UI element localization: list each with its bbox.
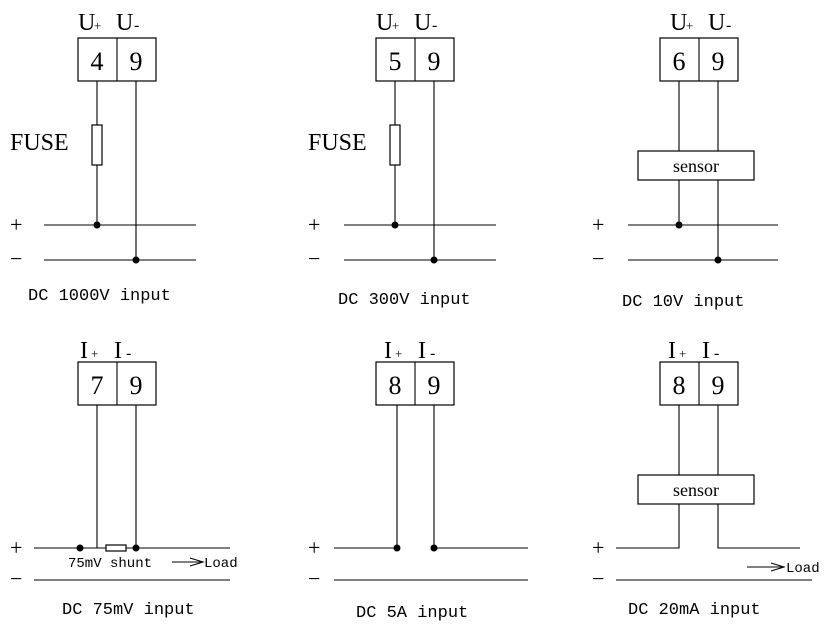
rail-minus-label: − bbox=[308, 246, 320, 271]
terminal-label-u-plus: U bbox=[376, 10, 393, 36]
caption: DC 1000V input bbox=[28, 287, 171, 306]
terminal-right: 9 bbox=[130, 371, 143, 400]
rail-plus-label: + bbox=[10, 535, 22, 560]
terminal-label-u-plus: U bbox=[78, 10, 95, 36]
load-label: Load bbox=[786, 561, 820, 577]
terminal-sign-minus: - bbox=[134, 17, 139, 34]
caption: DC 10V input bbox=[622, 293, 744, 312]
junction-dot bbox=[93, 221, 101, 229]
junction-dot bbox=[76, 544, 84, 552]
terminal-left: 8 bbox=[673, 371, 686, 400]
terminal-left: 4 bbox=[91, 47, 104, 76]
fuse-symbol bbox=[389, 124, 401, 166]
terminal-label-i-minus: I bbox=[418, 338, 426, 364]
rail-plus-label: + bbox=[308, 535, 320, 560]
junction-dot bbox=[430, 256, 438, 264]
panel-dc-5a: I + I - 8 9 + − DC 5A input bbox=[308, 338, 528, 623]
terminal-left: 5 bbox=[389, 47, 402, 76]
terminal-label-u-minus: U bbox=[414, 10, 431, 36]
terminal-left: 7 bbox=[91, 371, 104, 400]
terminal-left: 6 bbox=[673, 47, 686, 76]
terminal-label-i-plus: I bbox=[80, 338, 88, 364]
fuse-label: FUSE bbox=[308, 130, 367, 156]
terminal-label-i-plus: I bbox=[384, 338, 392, 364]
rail-plus-label: + bbox=[592, 212, 604, 237]
fuse-label: FUSE bbox=[10, 130, 69, 156]
panel-dc-75mv: I + I - 7 9 + 75mV shunt Load − DC 75mV … bbox=[10, 338, 238, 620]
sensor-label: sensor bbox=[673, 156, 719, 176]
shunt-label: 75mV shunt bbox=[68, 556, 152, 572]
terminal-sign-plus: + bbox=[679, 346, 686, 361]
fuse-symbol bbox=[91, 124, 103, 166]
terminal-sign-plus: + bbox=[686, 18, 693, 33]
load-arrow-head bbox=[189, 557, 205, 567]
shunt-symbol bbox=[105, 544, 127, 552]
junction-dot bbox=[430, 544, 438, 552]
caption: DC 75mV input bbox=[62, 601, 195, 620]
junction-dot bbox=[391, 221, 399, 229]
rail-minus-label: − bbox=[592, 566, 604, 591]
panel-dc-1000v: U + U - 4 9 FUSE + − DC 1000V input bbox=[10, 10, 196, 306]
terminal-sign-minus: - bbox=[430, 345, 435, 362]
caption: DC 5A input bbox=[356, 604, 468, 623]
terminal-sign-plus: + bbox=[94, 18, 101, 33]
rail-minus-label: − bbox=[10, 246, 22, 271]
terminal-label-u-plus: U bbox=[670, 10, 687, 36]
rail-plus-label: + bbox=[592, 535, 604, 560]
junction-dot bbox=[393, 544, 401, 552]
rail-minus-label: − bbox=[10, 566, 22, 591]
sensor-label: sensor bbox=[673, 480, 719, 500]
wire-negative-rail bbox=[717, 504, 800, 549]
rail-plus-label: + bbox=[308, 212, 320, 237]
panel-dc-20ma: I + I - 8 9 sensor + Load − DC 20mA inpu… bbox=[592, 338, 820, 620]
load-arrow-head bbox=[770, 562, 786, 572]
wire-positive-rail bbox=[616, 504, 680, 549]
junction-dot bbox=[132, 544, 140, 552]
junction-dot bbox=[714, 256, 722, 264]
terminal-sign-plus: + bbox=[395, 346, 402, 361]
sensor-box bbox=[637, 474, 755, 505]
rail-minus-label: − bbox=[592, 246, 604, 271]
caption: DC 20mA input bbox=[628, 601, 761, 620]
terminal-label-u-minus: U bbox=[116, 10, 133, 36]
rail-minus-label: − bbox=[308, 566, 320, 591]
sensor-box bbox=[637, 150, 755, 181]
terminal-right: 9 bbox=[428, 47, 441, 76]
panel-dc-300v: U + U - 5 9 FUSE + − DC 300V input bbox=[308, 10, 496, 310]
panel-dc-10v: U + U - 6 9 sensor + − DC 10V input bbox=[592, 10, 778, 312]
load-label: Load bbox=[204, 556, 238, 572]
terminal-sign-plus: + bbox=[91, 346, 98, 361]
terminal-label-i-plus: I bbox=[668, 338, 676, 364]
terminal-sign-minus: - bbox=[432, 17, 437, 34]
terminal-right: 9 bbox=[130, 47, 143, 76]
terminal-right: 9 bbox=[712, 47, 725, 76]
terminal-label-i-minus: I bbox=[702, 338, 710, 364]
terminal-left: 8 bbox=[389, 371, 402, 400]
terminal-label-i-minus: I bbox=[114, 338, 122, 364]
terminal-sign-minus: - bbox=[714, 345, 719, 362]
terminal-sign-plus: + bbox=[392, 18, 399, 33]
caption: DC 300V input bbox=[338, 291, 471, 310]
terminal-label-u-minus: U bbox=[708, 10, 725, 36]
terminal-right: 9 bbox=[712, 371, 725, 400]
terminal-sign-minus: - bbox=[126, 345, 131, 362]
junction-dot bbox=[132, 256, 140, 264]
rail-plus-label: + bbox=[10, 212, 22, 237]
terminal-sign-minus: - bbox=[726, 17, 731, 34]
junction-dot bbox=[675, 221, 683, 229]
terminal-right: 9 bbox=[428, 371, 441, 400]
